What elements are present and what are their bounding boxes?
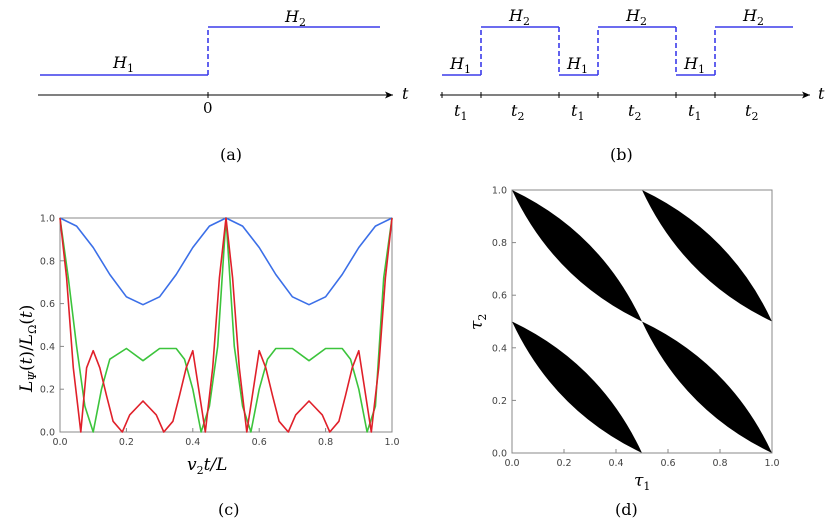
y-axis-label-c: LΨ(t)/LΩ(t) [17,305,39,393]
h1-label-3: H1 [683,54,705,76]
y-axis-label-d: τ2 [467,314,489,330]
plot-c-frame [59,217,393,433]
x-axis-label-d: τ1 [634,471,650,493]
caption-c: (c) [218,500,239,519]
t2-label-3: t2 [745,101,758,123]
h1-label: H1 [112,53,134,75]
h2-label-1: H2 [508,6,530,28]
series-line-red [59,217,393,433]
time-axis-b-arrow-icon [802,91,810,99]
y-tick-label-c: 0.4 [40,342,55,353]
y-tick-label-c: 1.0 [40,214,55,225]
x-ticks-d: 0.0 0.2 0.4 0.6 0.8 1.0 [504,449,780,469]
h2-label: H2 [284,7,306,29]
y-tick-label-d: 0.4 [492,343,507,354]
y-tick-label-c: 0.0 [40,428,55,439]
time-axis-label: t [402,84,409,103]
x-tick-label-c: 0.2 [119,437,134,448]
y-ticks-d: 0.0 0.2 0.4 0.6 0.8 1.0 [492,186,516,460]
h1-label-2: H1 [566,54,588,76]
x-tick-label-c: 0.0 [52,437,67,448]
panel-c: 0.0 0.2 0.4 0.6 0.8 1.0 0.0 0.2 0.4 0.6 0.8 1.0 v2… [17,214,400,520]
h2-label-3: H2 [742,6,764,28]
interval-ticks [441,92,716,98]
x-tick-label-c: 0.6 [252,437,267,448]
plot-d-frame-overlay [511,189,773,454]
panel-d: 0.0 0.2 0.4 0.6 0.8 1.0 0.0 0.2 0.4 0.6 0.8 1.0 τ1… [467,186,780,520]
caption-d: (d) [615,500,638,519]
h2-label-2: H2 [625,6,647,28]
time-axis-arrow-icon [385,91,393,99]
t1-label-2: t1 [571,101,584,123]
x-tick-label-d: 0.4 [608,458,623,469]
x-tick-label-c: 1.0 [384,437,399,448]
pulse-jumps [480,27,716,75]
x-tick-label-d: 0.2 [556,458,571,469]
caption-a: (a) [220,145,242,164]
region-lobe [642,321,772,453]
series-line-green [59,217,393,433]
x-tick-label-d: 0.0 [504,458,519,469]
y-tick-label-d: 0.8 [492,238,507,249]
x-tick-label-c: 0.8 [318,437,333,448]
x-tick-label-d: 0.6 [660,458,675,469]
y-tick-label-d: 0.2 [492,396,507,407]
t1-label-3: t1 [688,101,701,123]
t1-label-1: t1 [454,101,467,123]
series-line-blue [59,217,393,306]
y-tick-label-d: 0.6 [492,291,507,302]
y-tick-label-d: 1.0 [492,186,507,197]
x-ticks-c: 0.0 0.2 0.4 0.6 0.8 1.0 [52,428,400,448]
y-tick-label-c: 0.8 [40,256,55,267]
x-axis-label-c: v2t/L [187,455,227,477]
x-tick-label-d: 1.0 [764,458,779,469]
y-tick-label-c: 0.6 [40,299,55,310]
pulse-levels [442,26,793,76]
region-lobe [642,190,772,322]
t2-label-2: t2 [628,101,641,123]
x-tick-label-d: 0.8 [712,458,727,469]
x-tick-label-c: 0.4 [185,437,200,448]
panel-a: H1 H2 0 t (a) [38,7,409,164]
panel-b: H1 H1 H1 H2 H2 H2 t t1 t2 t1 t2 t1 t2 (b… [440,6,825,164]
time-axis-b-label: t [818,84,825,103]
t2-label-1: t2 [511,101,524,123]
caption-b: (b) [610,145,633,164]
region-lobe [512,190,642,322]
regions-d [512,190,772,453]
h1-label-1: H1 [449,54,471,76]
y-tick-label-d: 0.0 [492,449,507,460]
y-tick-label-c: 0.2 [40,385,55,396]
series-c [59,217,393,433]
region-lobe [512,321,642,453]
zero-label: 0 [203,99,213,117]
